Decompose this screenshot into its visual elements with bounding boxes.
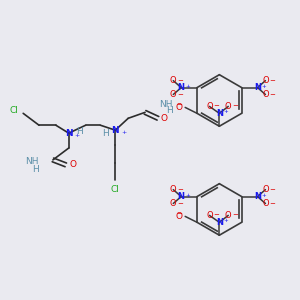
Text: O: O bbox=[170, 90, 177, 99]
Text: N: N bbox=[216, 218, 223, 227]
Text: O: O bbox=[170, 199, 177, 208]
Text: −: − bbox=[232, 212, 238, 218]
Text: +: + bbox=[121, 130, 127, 135]
Text: −: − bbox=[269, 187, 275, 193]
Text: H: H bbox=[76, 127, 82, 136]
Text: H: H bbox=[102, 129, 108, 138]
Text: −: − bbox=[177, 92, 183, 98]
Text: H: H bbox=[32, 165, 39, 174]
Text: O: O bbox=[175, 103, 182, 112]
Text: O: O bbox=[225, 211, 232, 220]
Text: N: N bbox=[178, 83, 185, 92]
Text: −: − bbox=[232, 103, 238, 109]
Text: −: − bbox=[213, 103, 219, 109]
Text: N: N bbox=[65, 129, 73, 138]
Text: +: + bbox=[185, 193, 190, 198]
Text: O: O bbox=[262, 90, 269, 99]
Text: N: N bbox=[178, 192, 185, 201]
Text: N: N bbox=[254, 192, 261, 201]
Text: NH: NH bbox=[26, 158, 39, 166]
Text: +: + bbox=[75, 133, 80, 138]
Text: O: O bbox=[70, 160, 77, 169]
Text: O: O bbox=[161, 114, 168, 123]
Text: −: − bbox=[269, 92, 275, 98]
Text: Cl: Cl bbox=[9, 106, 18, 115]
Text: −: − bbox=[269, 78, 275, 84]
Text: O: O bbox=[170, 76, 177, 85]
Text: N: N bbox=[216, 109, 223, 118]
Text: H: H bbox=[166, 106, 172, 115]
Text: −: − bbox=[177, 78, 183, 84]
Text: O: O bbox=[206, 102, 213, 111]
Text: +: + bbox=[223, 218, 228, 224]
Text: O: O bbox=[175, 212, 182, 221]
Text: Cl: Cl bbox=[111, 185, 120, 194]
Text: +: + bbox=[262, 84, 266, 88]
Text: O: O bbox=[170, 185, 177, 194]
Text: N: N bbox=[254, 83, 261, 92]
Text: −: − bbox=[269, 200, 275, 206]
Text: O: O bbox=[262, 76, 269, 85]
Text: −: − bbox=[177, 187, 183, 193]
Text: N: N bbox=[112, 126, 119, 135]
Text: O: O bbox=[262, 199, 269, 208]
Text: +: + bbox=[223, 110, 228, 114]
Text: −: − bbox=[176, 102, 182, 108]
Text: NH: NH bbox=[159, 100, 172, 109]
Text: −: − bbox=[213, 212, 219, 218]
Text: O: O bbox=[206, 211, 213, 220]
Text: −: − bbox=[177, 200, 183, 206]
Text: O: O bbox=[262, 185, 269, 194]
Text: +: + bbox=[262, 193, 266, 198]
Text: O: O bbox=[225, 102, 232, 111]
Text: +: + bbox=[185, 84, 190, 88]
Text: −: − bbox=[176, 212, 182, 218]
